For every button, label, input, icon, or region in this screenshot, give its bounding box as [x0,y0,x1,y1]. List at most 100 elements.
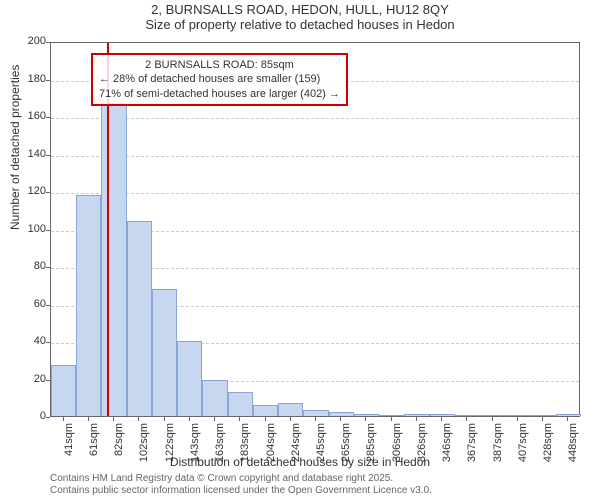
x-tick [517,417,518,421]
x-tick [492,417,493,421]
y-tick [46,117,50,118]
x-tick-label: 122sqm [164,423,176,463]
y-tick-label: 200 [28,35,46,47]
y-tick [46,417,50,418]
footer-line1: Contains HM Land Registry data © Crown c… [50,473,432,485]
x-tick [466,417,467,421]
title-line2: Size of property relative to detached ho… [0,17,600,32]
histogram-bar [253,405,278,416]
histogram-bar [51,365,76,416]
x-tick-label: 163sqm [214,423,226,463]
x-tick [340,417,341,421]
histogram-bar [76,195,101,416]
x-tick [365,417,366,421]
x-tick-label: 41sqm [63,423,75,463]
histogram-bar [430,414,455,416]
x-tick-label: 285sqm [365,423,377,463]
histogram-bar [455,415,480,416]
x-tick-label: 82sqm [113,423,125,463]
footer-attribution: Contains HM Land Registry data © Crown c… [50,473,432,497]
y-tick [46,192,50,193]
x-tick [315,417,316,421]
histogram-bar [404,414,429,416]
y-tick-label: 180 [28,73,46,85]
x-tick [290,417,291,421]
histogram-bar [556,414,581,416]
plot-area: 2 BURNSALLS ROAD: 85sqm← 28% of detached… [50,42,580,417]
x-tick [542,417,543,421]
histogram-bar [505,415,530,416]
histogram-bar [278,403,303,416]
x-tick [189,417,190,421]
histogram-bar [379,415,404,416]
x-tick-label: 224sqm [290,423,302,463]
annotation-line: ← 28% of detached houses are smaller (15… [99,72,340,86]
histogram-bar [531,415,556,416]
x-tick [164,417,165,421]
x-tick-label: 306sqm [391,423,403,463]
footer-line2: Contains public sector information licen… [50,485,432,497]
x-tick-label: 143sqm [189,423,201,463]
x-tick-label: 387sqm [492,423,504,463]
x-tick-label: 61sqm [88,423,100,463]
x-tick [567,417,568,421]
y-tick [46,230,50,231]
histogram-bar [354,414,379,416]
x-tick-label: 346sqm [441,423,453,463]
y-tick [46,380,50,381]
x-tick-label: 428sqm [542,423,554,463]
y-tick [46,342,50,343]
y-gridline [51,193,579,194]
y-tick [46,155,50,156]
x-tick-label: 204sqm [265,423,277,463]
chart-title: 2, BURNSALLS ROAD, HEDON, HULL, HU12 8QY… [0,0,600,32]
y-tick-label: 160 [28,110,46,122]
histogram-bar [152,289,177,417]
y-tick [46,42,50,43]
y-tick [46,305,50,306]
x-tick [113,417,114,421]
histogram-bar [303,410,328,416]
y-tick-label: 80 [34,260,46,272]
x-tick-label: 367sqm [466,423,478,463]
y-tick-label: 40 [34,335,46,347]
y-tick-label: 60 [34,298,46,310]
x-tick-label: 407sqm [517,423,529,463]
y-tick [46,267,50,268]
y-tick [46,80,50,81]
histogram-bar [480,415,505,416]
x-tick [416,417,417,421]
x-tick [88,417,89,421]
histogram-bar [177,341,202,416]
x-tick [265,417,266,421]
x-tick [214,417,215,421]
y-tick-label: 0 [40,410,46,422]
x-tick-label: 265sqm [340,423,352,463]
y-tick-label: 140 [28,148,46,160]
histogram-bar [329,412,354,416]
title-line1: 2, BURNSALLS ROAD, HEDON, HULL, HU12 8QY [0,2,600,17]
x-tick [63,417,64,421]
x-tick-label: 448sqm [567,423,579,463]
y-tick-label: 20 [34,373,46,385]
histogram-bar [228,392,253,416]
annotation-line: 2 BURNSALLS ROAD: 85sqm [99,58,340,72]
x-tick [138,417,139,421]
x-tick-label: 245sqm [315,423,327,463]
histogram-bar [202,380,227,416]
histogram-bar [127,221,152,416]
x-tick-label: 326sqm [416,423,428,463]
x-tick-label: 102sqm [138,423,150,463]
y-gridline [51,118,579,119]
y-tick-label: 100 [28,223,46,235]
y-tick-label: 120 [28,185,46,197]
x-tick-label: 183sqm [239,423,251,463]
y-gridline [51,156,579,157]
x-tick [239,417,240,421]
histogram-bar [101,103,126,416]
annotation-line: 71% of semi-detached houses are larger (… [99,87,340,101]
x-tick [441,417,442,421]
x-tick [391,417,392,421]
y-axis-label: Number of detached properties [8,65,22,230]
annotation-box: 2 BURNSALLS ROAD: 85sqm← 28% of detached… [91,53,348,106]
